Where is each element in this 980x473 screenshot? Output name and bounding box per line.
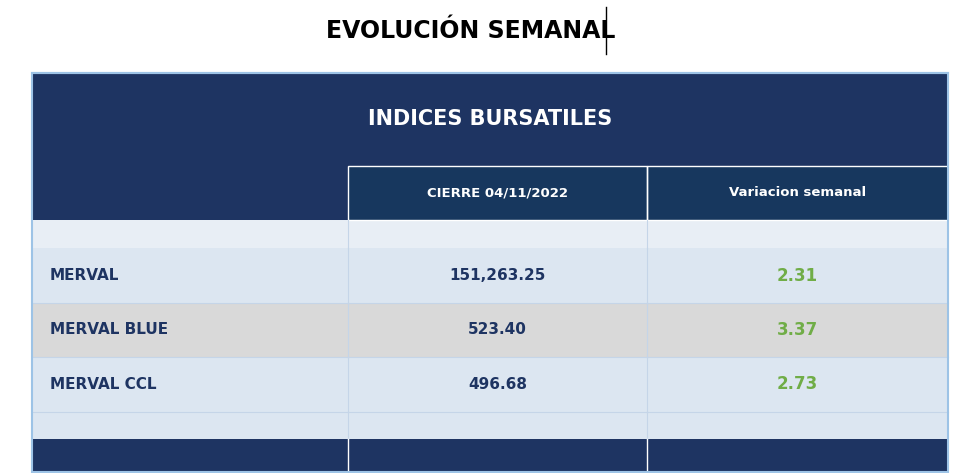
Text: 2.31: 2.31 [777, 266, 817, 285]
Bar [32, 73, 948, 472]
Text: CIERRE 04/11/2022: CIERRE 04/11/2022 [427, 186, 567, 199]
Text: MERVAL CCL: MERVAL CCL [50, 377, 157, 392]
Text: MERVAL BLUE: MERVAL BLUE [50, 323, 169, 337]
Text: 2.73: 2.73 [776, 375, 818, 394]
Text: Variacion semanal: Variacion semanal [729, 186, 865, 199]
Bar [647, 166, 948, 220]
Bar [32, 412, 948, 439]
Bar [32, 439, 948, 472]
Bar [348, 166, 647, 220]
Text: 3.37: 3.37 [776, 321, 818, 339]
Text: 523.40: 523.40 [467, 323, 527, 337]
Bar [32, 73, 948, 166]
Bar [32, 220, 948, 248]
Text: 151,263.25: 151,263.25 [449, 268, 546, 283]
Text: MERVAL: MERVAL [50, 268, 120, 283]
Bar [32, 166, 948, 220]
Bar [32, 357, 948, 412]
Bar [647, 166, 948, 220]
Text: 496.68: 496.68 [467, 377, 527, 392]
Text: INDICES BURSATILES: INDICES BURSATILES [368, 109, 612, 130]
Bar [32, 303, 948, 357]
Text: EVOLUCIÓN SEMANAL: EVOLUCIÓN SEMANAL [325, 19, 615, 43]
Bar [348, 166, 647, 220]
Bar [32, 248, 948, 303]
